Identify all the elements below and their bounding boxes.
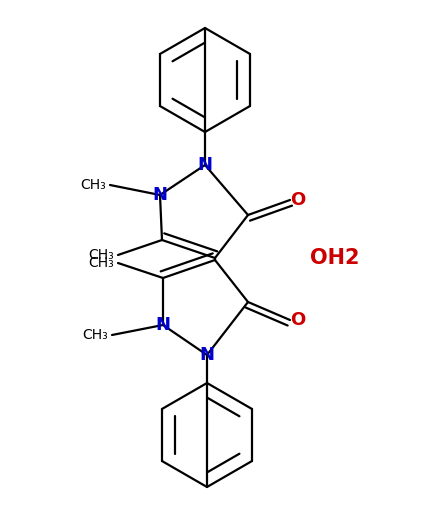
Text: N: N [153,186,167,204]
Text: O: O [290,191,306,209]
Text: O: O [290,311,306,329]
Text: CH₃: CH₃ [88,256,114,270]
Text: N: N [199,346,215,364]
Text: CH₃: CH₃ [82,328,108,342]
Text: OH2: OH2 [310,248,360,268]
Text: N: N [198,156,212,174]
Text: CH₃: CH₃ [80,178,106,192]
Text: CH₃: CH₃ [88,248,114,262]
Text: N: N [156,316,170,334]
